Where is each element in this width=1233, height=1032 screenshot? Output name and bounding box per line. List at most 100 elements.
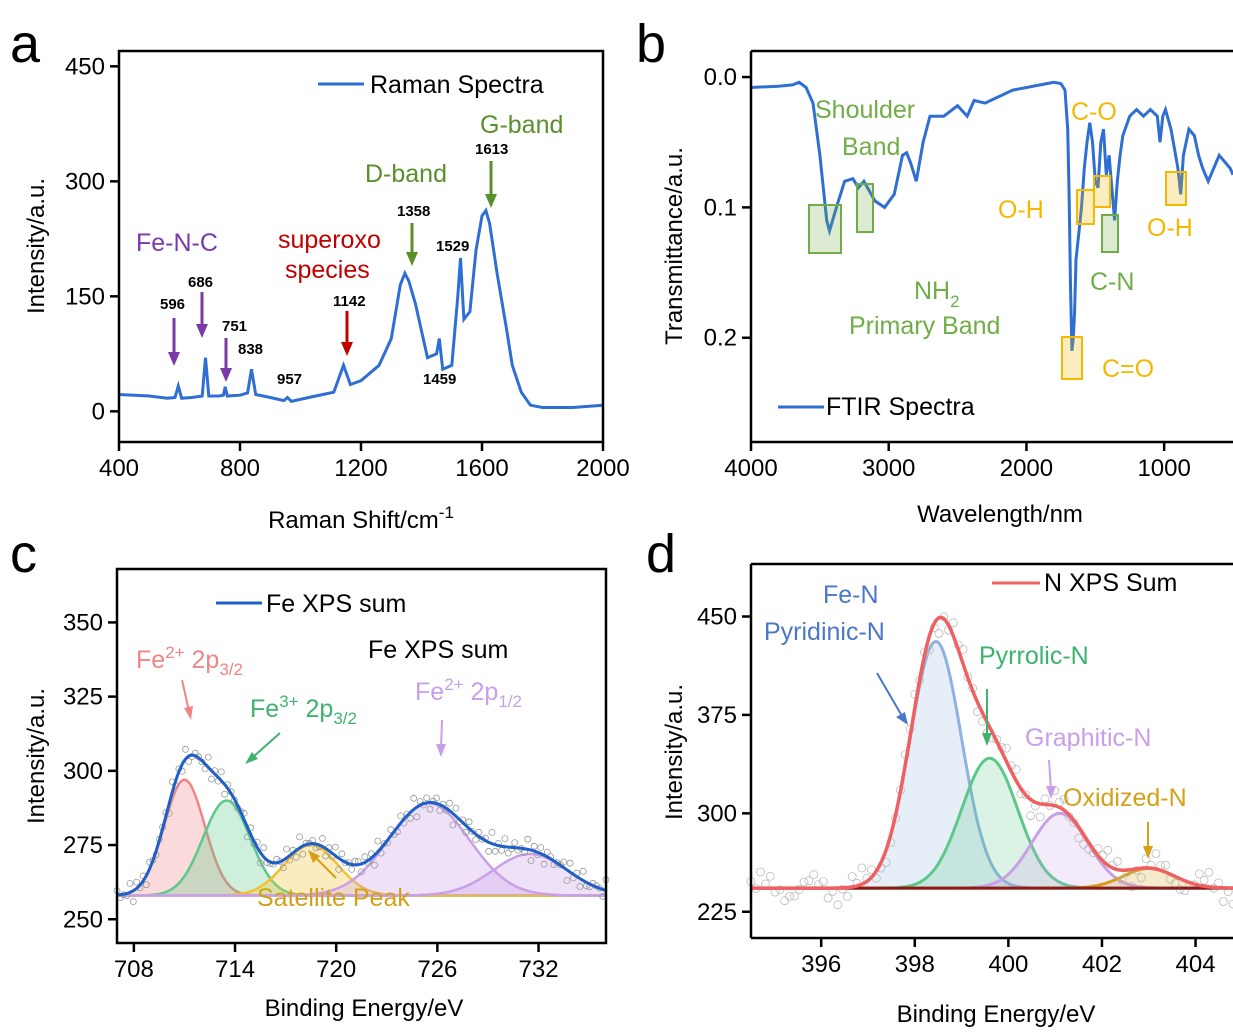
n-raw-point [1194, 869, 1204, 879]
n-y-tick-label: 300 [697, 800, 737, 827]
n-raw-point [843, 892, 852, 901]
n-raw-point [1161, 860, 1170, 870]
fe-raw-point [543, 848, 551, 856]
n-raw-point [833, 900, 843, 910]
band-label: Band [842, 133, 900, 161]
n-raw-point [818, 877, 828, 886]
n-raw-point [785, 892, 794, 901]
fe-raw-point [524, 835, 532, 843]
n-raw-point [1228, 899, 1233, 909]
fe-raw-point [465, 818, 473, 826]
fe-raw-point [397, 812, 405, 820]
fe2-2p32-component-fill [117, 779, 606, 896]
peak-label-1358: 1358 [397, 203, 430, 220]
fe-raw-point [511, 839, 519, 846]
fe3-2p32-label: Fe3+ 2p3/2 [250, 692, 357, 728]
fe-x-tick-label: 708 [114, 956, 154, 983]
panel-label-b: b [636, 14, 666, 74]
fe-raw-point [485, 847, 493, 855]
n-raw-point [1199, 875, 1209, 885]
ftir-y-axis-label: Transmittance/a.u. [661, 147, 688, 345]
fe-x-tick-label: 720 [316, 956, 356, 983]
panel-label-a: a [10, 14, 41, 74]
pyridinic-n-label: Pyridinic-N [764, 618, 885, 646]
n-y-tick-label: 375 [697, 702, 737, 729]
fe-raw-point [182, 745, 189, 753]
peak-label-686: 686 [188, 274, 213, 291]
raman-y-axis-label: Intensity/a.u. [23, 178, 50, 314]
peak-label-1529: 1529 [436, 238, 469, 255]
fe-y-tick-label: 350 [63, 609, 103, 636]
n-raw-point [1103, 845, 1113, 855]
n-raw-point [1035, 812, 1045, 822]
g-band-label: G-band [480, 111, 563, 139]
peak-label-751: 751 [222, 318, 247, 335]
fe-raw-point [371, 861, 378, 869]
fe-raw-point [527, 857, 535, 864]
fe-raw-point [540, 860, 548, 868]
fe-raw-point [358, 868, 365, 876]
n-raw-point [1151, 849, 1161, 858]
fe-raw-point [335, 866, 343, 873]
o-h-label-right: O-H [1147, 214, 1193, 242]
n-raw-point [1204, 867, 1214, 877]
ftir-legend-label: FTIR Spectra [826, 393, 975, 421]
peak-label-1459: 1459 [423, 371, 456, 388]
fe3-2p32-component-fill [117, 800, 606, 896]
n-raw-point [1021, 790, 1031, 800]
raman-x-axis-label: Raman Shift/cm-1 [268, 503, 454, 534]
n-raw-point [1002, 743, 1011, 753]
satellite-high-component-fill [117, 854, 606, 896]
fe-raw-point [406, 814, 414, 822]
peak-label-1613: 1613 [475, 141, 508, 158]
n-raw-point [934, 629, 944, 638]
raman-arrows [168, 161, 497, 382]
raman-y-tick-label: 150 [65, 283, 105, 310]
panel-label-d: d [646, 524, 676, 584]
n-raw-point [780, 896, 790, 906]
raman-spectrum-line [118, 207, 604, 409]
n-raw-point [1137, 873, 1146, 882]
fe-xps-sum-line [116, 753, 607, 897]
fe-x-tick-label: 726 [417, 956, 457, 983]
fe-raw-point [299, 850, 307, 858]
fe-legend-label: Fe XPS sum [266, 590, 406, 618]
n-x-tick-label: 400 [988, 951, 1028, 978]
fe-raw-point [217, 768, 225, 776]
fe-raw-point [331, 843, 339, 851]
n-raw-point [823, 893, 833, 903]
fe-y-axis-label: Intensity/a.u. [23, 688, 50, 824]
fe-raw-point [576, 883, 584, 890]
n-raw-point [804, 876, 814, 886]
nh2-label: NH2 [914, 277, 960, 311]
fe-raw-point [279, 864, 287, 872]
n-y-axis-label: Intensity/a.u. [661, 684, 688, 820]
fe-y-tick-label: 250 [63, 906, 103, 933]
o-h-label-left: O-H [998, 196, 1044, 224]
ftir-y-tick-label: 0.2 [704, 325, 737, 352]
raman-x-tick-label: 400 [99, 455, 139, 482]
c-o-label: C-O [1071, 98, 1117, 126]
ftir-x-tick-label: 1000 [1137, 455, 1190, 482]
raman-x-tick-label: 800 [220, 455, 260, 482]
fe-raw-point [530, 842, 538, 850]
fe2-2p32-label: Fe2+ 2p3/2 [136, 643, 243, 679]
n-raw-point [1112, 857, 1122, 866]
fe-raw-point [410, 794, 418, 802]
n-x-axis-label: Binding Energy/eV [897, 1001, 1096, 1028]
n-raw-point [1141, 854, 1151, 864]
n-raw-point [1127, 882, 1137, 891]
c-n-label: C-N [1090, 268, 1134, 296]
ftir-panel: 4000 3000 2000 1000 0.0 0.1 0.2 FTIR Spectra S… [661, 49, 1233, 528]
fe-raw-point [260, 844, 268, 852]
fe-xps-arrows [181, 679, 446, 879]
fe-y-tick-label: 275 [63, 832, 103, 859]
fe-x-axis-label: Binding Energy/eV [265, 995, 464, 1022]
n-xps-panel: 396 398 400 402 404 225 300 375 450 N XPS Sum Fe… [661, 562, 1233, 1028]
fe-raw-point [436, 807, 444, 814]
ftir-x-axis-label: Wavelength/nm [917, 501, 1083, 528]
pyrrolic-n-label: Pyrrolic-N [979, 642, 1089, 670]
oxidized-n-label: Oxidized-N [1063, 784, 1187, 812]
fe-raw-point [361, 853, 369, 861]
fe-raw-point [204, 753, 212, 761]
